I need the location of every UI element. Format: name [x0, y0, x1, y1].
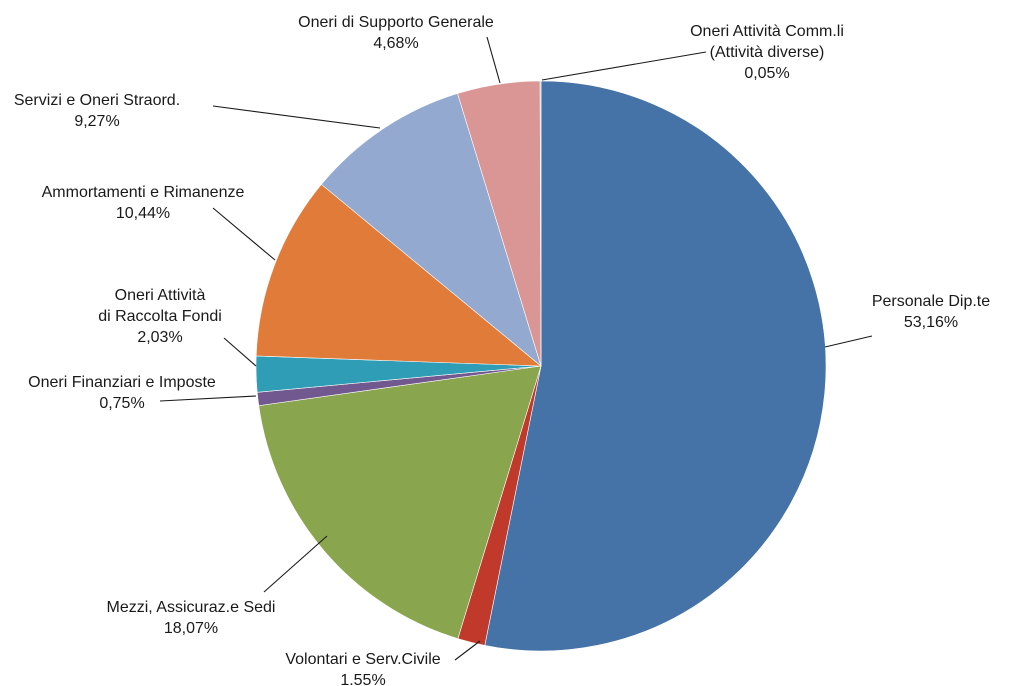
slice-name-label: Oneri Attività Comm.li [690, 23, 844, 40]
leader-line-ammortamenti-e-rimanenze [212, 207, 276, 261]
slice-label-servizi-e-oneri-straord: Servizi e Oneri Straord. 9,27% [14, 92, 180, 130]
leader-line-volontari-e-serv-civile [454, 640, 481, 661]
slice-percent-label: 18,07% [164, 620, 218, 637]
leader-line-oneri-attivita-comm-li-attivita-diverse [541, 51, 707, 81]
slice-percent-label: 0,05% [744, 65, 789, 82]
leader-line-personale-dip-te [824, 335, 873, 348]
slice-percent-label: 2,03% [137, 329, 182, 346]
slice-percent-label: 4,68% [373, 35, 418, 52]
slice-label-volontari-e-serv-civile: Volontari e Serv.Civile 1.55% [285, 651, 440, 686]
slice-percent-label: 0,75% [99, 395, 144, 412]
leader-line-servizi-e-oneri-straord [212, 105, 381, 129]
slice-label-oneri-attivita-comm-li-attivita-diverse: Oneri Attività Comm.li (Attività diverse)… [690, 23, 844, 82]
pie-slice-mezzi-assicuraz-e-sedi [258, 365, 542, 639]
slice-name-label: Mezzi, Assicuraz.e Sedi [107, 599, 276, 616]
leader-line-oneri-attivita-di-raccolta-fondi [223, 337, 257, 367]
slice-name-label: Ammortamenti e Rimanenze [42, 184, 245, 201]
leader-line-mezzi-assicuraz-e-sedi [263, 535, 328, 593]
slice-percent-label: 10,44% [116, 205, 170, 222]
slice-label-oneri-di-supporto-generale: Oneri di Supporto Generale 4,68% [298, 14, 494, 52]
slice-name-label: Servizi e Oneri Straord. [14, 92, 180, 109]
leader-line-oneri-di-supporto-generale [486, 36, 501, 84]
slice-name-label: Volontari e Serv.Civile [285, 651, 440, 668]
slice-labels: Personale Dip.te 53,16% Volontari e Serv.C… [14, 14, 990, 686]
leader-line-oneri-finanziari-e-imposte [159, 395, 257, 402]
slice-name-label: Oneri Attività [115, 287, 206, 304]
slice-name-label: di Raccolta Fondi [98, 308, 222, 325]
slice-name-label: Oneri Finanziari e Imposte [28, 374, 216, 391]
slice-percent-label: 1.55% [340, 672, 385, 686]
slice-label-oneri-attivita-di-raccolta-fondi: Oneri Attività di Raccolta Fondi 2,03% [98, 287, 222, 346]
pie-slice-personale-dip-te [484, 80, 827, 652]
slice-percent-label: 9,27% [74, 113, 119, 130]
slice-name-label: Personale Dip.te [872, 293, 990, 310]
pie-slice-ammortamenti-e-rimanenze [255, 183, 542, 367]
pie-slice-oneri-attivita-comm-li-attivita-diverse [539, 80, 542, 367]
slice-label-ammortamenti-e-rimanenze: Ammortamenti e Rimanenze 10,44% [42, 184, 245, 222]
pie-slice-servizi-e-oneri-straord [320, 93, 542, 367]
slice-percent-label: 53,16% [904, 314, 958, 331]
leader-lines [159, 36, 873, 661]
pie-slices [255, 80, 827, 652]
slice-name-label: (Attività diverse) [710, 44, 825, 61]
slice-label-oneri-finanziari-e-imposte: Oneri Finanziari e Imposte 0,75% [28, 374, 216, 412]
slice-label-personale-dip-te: Personale Dip.te 53,16% [872, 293, 990, 331]
slice-label-mezzi-assicuraz-e-sedi: Mezzi, Assicuraz.e Sedi 18,07% [107, 599, 276, 637]
slice-name-label: Oneri di Supporto Generale [298, 14, 494, 31]
